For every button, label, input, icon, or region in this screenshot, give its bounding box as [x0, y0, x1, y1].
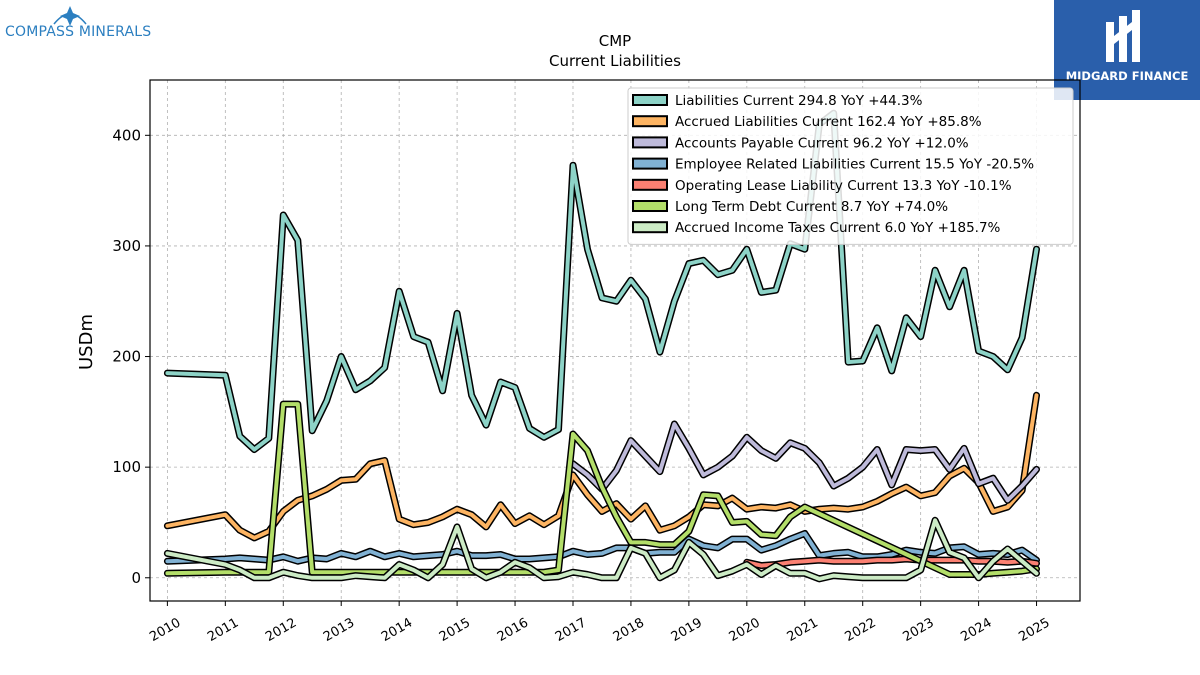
legend-swatch — [632, 115, 668, 128]
series-line-long-term-debt-current — [165, 402, 1039, 577]
legend-entry: Long Term Debt Current 8.7 YoY +74.0% — [675, 199, 948, 215]
series-line-accounts-payable-current — [571, 422, 1039, 503]
y-tick-label: 300 — [112, 237, 141, 255]
legend-entry: Accrued Income Taxes Current 6.0 YoY +18… — [675, 220, 1001, 236]
x-tick-label: 2021 — [785, 615, 821, 645]
legend-swatch — [632, 136, 668, 149]
series-lines — [163, 109, 1040, 583]
chart-subtitle: Current Liabilities — [549, 52, 681, 70]
legend: Liabilities Current 294.8 YoY +44.3% Accr… — [627, 87, 1074, 245]
legend-entry: Accrued Liabilities Current 162.4 YoY +8… — [675, 114, 982, 130]
x-tick-label: 2011 — [205, 615, 241, 645]
y-tick-label: 400 — [112, 126, 141, 144]
x-tick-label: 2018 — [611, 615, 647, 645]
y-tick-label: 100 — [112, 458, 141, 476]
legend-entry: Operating Lease Liability Current 13.3 Y… — [675, 178, 1012, 194]
legend-swatch — [632, 157, 668, 170]
y-axis-label: USDm — [76, 314, 97, 370]
series-line-accrued-income-taxes-current — [165, 518, 1039, 581]
x-tick-label: 2016 — [495, 615, 531, 645]
legend-entry: Accounts Payable Current 96.2 YoY +12.0% — [675, 135, 969, 151]
series-line-operating-lease-liability-current — [744, 557, 1039, 568]
x-tick-label: 2024 — [958, 615, 994, 645]
midgard-finance-text: MIDGARD FINANCE — [1065, 69, 1189, 83]
legend-swatch — [632, 178, 668, 191]
legend-entry: Employee Related Liabilities Current 15.… — [675, 157, 1034, 173]
plot-frame — [149, 79, 1081, 602]
legend-swatch — [632, 200, 668, 212]
compass-star-icon — [53, 6, 87, 26]
x-tick-label: 2023 — [900, 615, 936, 645]
x-tick-label: 2013 — [321, 615, 357, 645]
x-tick-label: 2012 — [263, 615, 299, 645]
midgard-finance-logo: MIDGARD FINANCE — [1054, 0, 1200, 100]
legend-box — [627, 87, 1074, 245]
legend-swatch — [632, 221, 668, 234]
x-tick-label: 2025 — [1016, 615, 1052, 645]
x-tick-label: 2015 — [437, 615, 473, 645]
x-tick-label: 2022 — [843, 615, 879, 645]
x-tick-label: 2019 — [669, 615, 705, 645]
y-tick-label: 200 — [112, 348, 141, 366]
x-tick-label: 2017 — [553, 615, 589, 645]
series-line-accrued-liabilities-current — [165, 393, 1039, 540]
compass-minerals-text: COMPASS MINERALS — [5, 24, 152, 40]
series-line-liabilities-current — [165, 111, 1039, 452]
midgard-m-icon — [1106, 10, 1140, 62]
x-tick-label: 2014 — [379, 615, 415, 645]
x-tick-label: 2010 — [147, 615, 183, 645]
compass-minerals-logo: COMPASS MINERALS — [4, 4, 154, 54]
x-tick-label: 2020 — [727, 615, 763, 645]
chart-title: CMP — [598, 32, 632, 50]
y-tick-label: 0 — [131, 569, 141, 587]
legend-entry: Liabilities Current 294.8 YoY +44.3% — [675, 93, 923, 109]
legend-swatch — [632, 94, 668, 106]
